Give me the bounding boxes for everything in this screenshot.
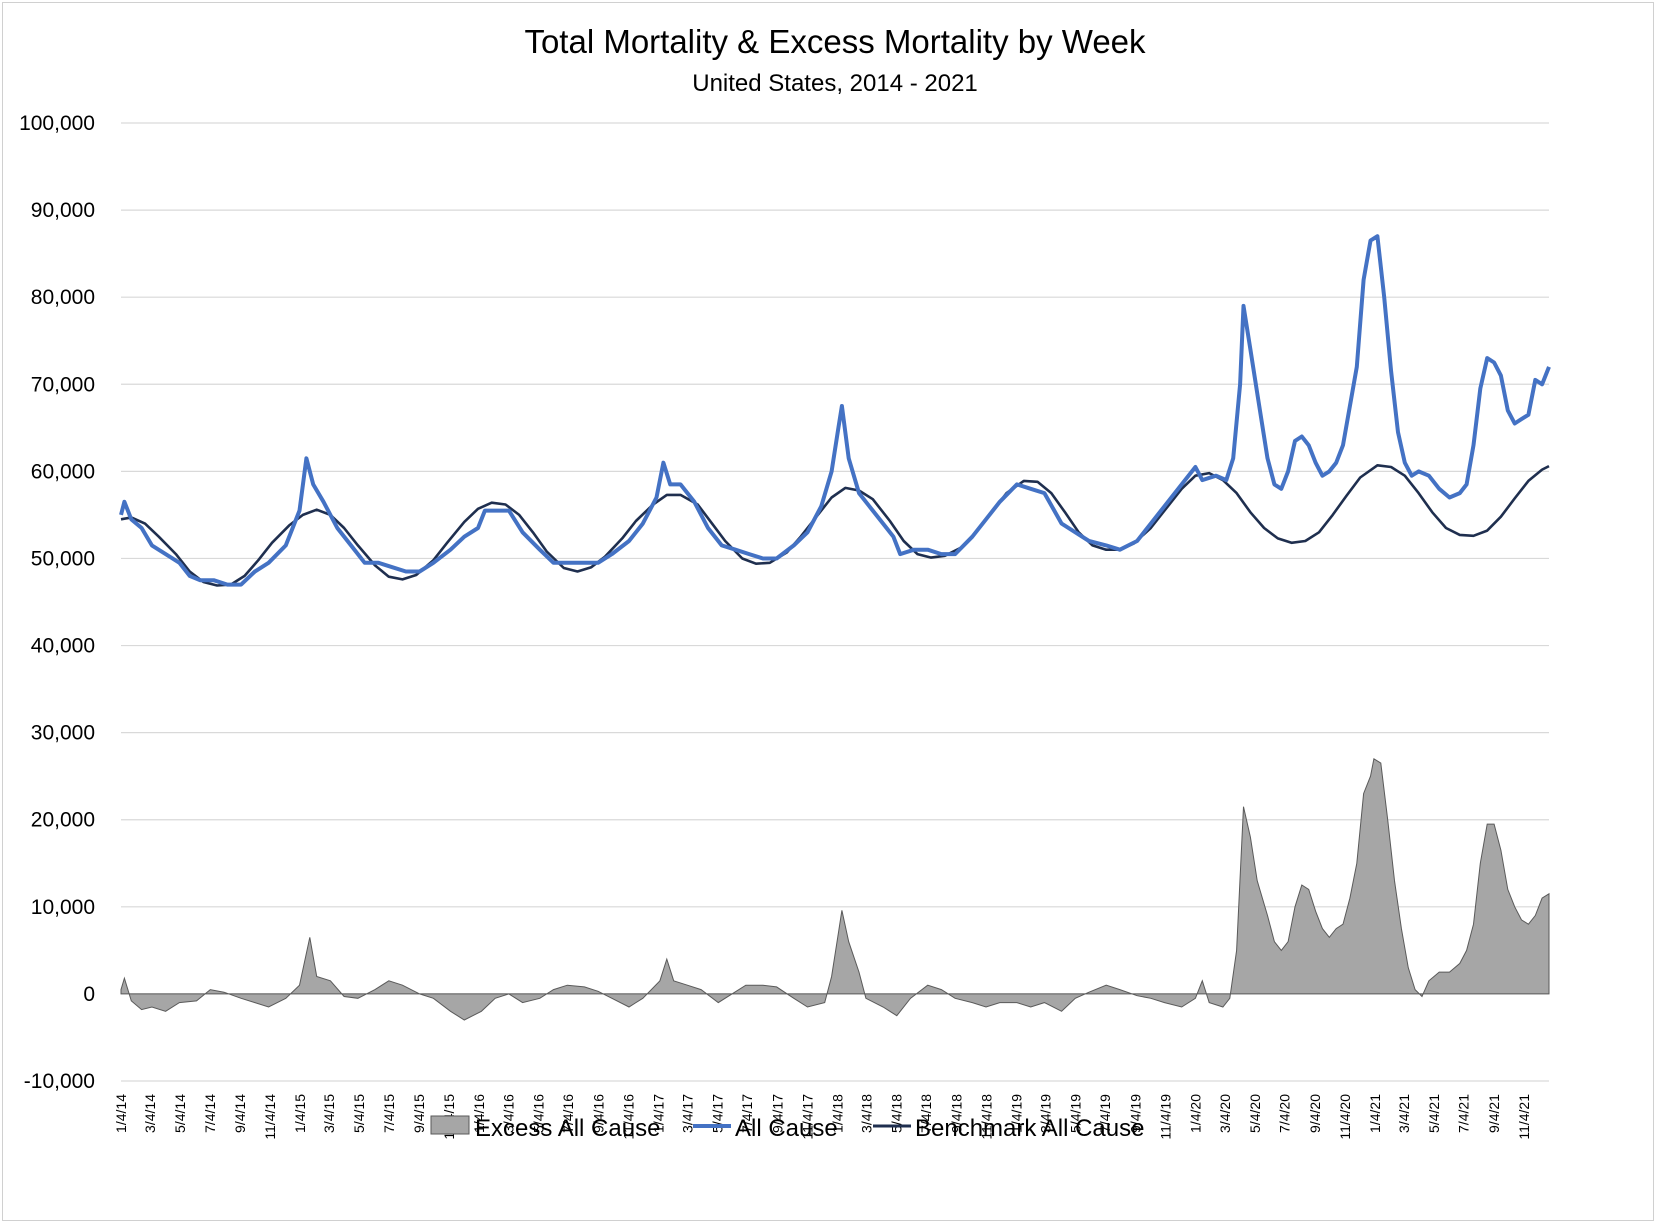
y-tick-label: 50,000 bbox=[31, 547, 95, 570]
x-tick-label: 7/4/14 bbox=[202, 1094, 218, 1133]
x-tick-label: 1/4/17 bbox=[650, 1094, 666, 1133]
y-tick-label: 0 bbox=[83, 983, 95, 1006]
x-tick-label: 11/4/14 bbox=[262, 1094, 278, 1140]
x-tick-label: 1/4/18 bbox=[829, 1094, 845, 1133]
x-tick-label: 7/4/16 bbox=[560, 1094, 576, 1133]
legend-label-excess: Excess All Cause bbox=[475, 1115, 660, 1142]
x-tick-label: 3/4/16 bbox=[500, 1094, 516, 1133]
x-tick-label: 5/4/19 bbox=[1067, 1094, 1083, 1133]
legend: Excess All Cause All Cause Benchmark All… bbox=[430, 1115, 1144, 1142]
chart-subtitle: United States, 2014 - 2021 bbox=[692, 70, 978, 97]
x-tick-label: 9/4/18 bbox=[949, 1094, 965, 1133]
x-tick-label: 1/4/15 bbox=[292, 1094, 308, 1133]
x-tick-label: 9/4/15 bbox=[411, 1094, 427, 1133]
benchmark-all-cause-line bbox=[120, 463, 1550, 587]
x-tick-label: 9/4/21 bbox=[1486, 1094, 1502, 1133]
x-tick-label: 3/4/15 bbox=[321, 1094, 337, 1133]
y-tick-label: 70,000 bbox=[31, 373, 95, 396]
x-tick-label: 5/4/15 bbox=[351, 1094, 367, 1133]
x-tick-label: 9/4/16 bbox=[591, 1094, 607, 1133]
y-tick-label: -10,000 bbox=[24, 1070, 95, 1093]
x-tick-label: 7/4/15 bbox=[381, 1094, 397, 1133]
legend-label-benchmark: Benchmark All Cause bbox=[915, 1115, 1144, 1142]
y-tick-label: 90,000 bbox=[31, 199, 95, 222]
excess-all-cause-area bbox=[120, 757, 1550, 1021]
x-tick-label: 5/4/18 bbox=[888, 1094, 904, 1133]
chart-svg: Total Mortality & Excess Mortality by We… bbox=[19, 23, 1551, 1142]
x-tick-label: 3/4/21 bbox=[1396, 1094, 1412, 1133]
x-tick-label: 7/4/17 bbox=[739, 1094, 755, 1133]
y-tick-label: 100,000 bbox=[19, 112, 95, 135]
y-tick-label: 60,000 bbox=[31, 460, 95, 483]
excess-area-layer bbox=[120, 757, 1550, 1021]
x-tick-label: 11/4/18 bbox=[979, 1094, 995, 1140]
all-cause-line bbox=[119, 234, 1551, 587]
x-tick-label: 3/4/20 bbox=[1217, 1094, 1233, 1133]
y-tick-label: 30,000 bbox=[31, 722, 95, 745]
x-tick-label: 7/4/20 bbox=[1277, 1094, 1293, 1133]
x-tick-label: 1/4/16 bbox=[471, 1094, 487, 1133]
x-tick-label: 9/4/14 bbox=[232, 1094, 248, 1133]
x-tick-label: 9/4/17 bbox=[770, 1094, 786, 1133]
x-tick-label: 9/4/19 bbox=[1128, 1094, 1144, 1133]
x-tick-label: 3/4/17 bbox=[679, 1094, 695, 1133]
y-axis-ticks: -10,000 0 10,000 20,000 30,000 40,000 50,000 60… bbox=[19, 112, 95, 1093]
legend-label-all-cause: All Cause bbox=[735, 1115, 838, 1142]
x-tick-label: 11/4/19 bbox=[1158, 1094, 1174, 1140]
x-tick-label: 1/4/21 bbox=[1367, 1094, 1383, 1133]
legend-swatch-excess bbox=[430, 1115, 470, 1135]
x-tick-label: 1/4/20 bbox=[1187, 1094, 1203, 1133]
y-tick-label: 80,000 bbox=[31, 286, 95, 309]
x-tick-label: 3/4/14 bbox=[142, 1094, 158, 1133]
x-tick-label: 5/4/17 bbox=[709, 1094, 725, 1133]
x-tick-label: 1/4/14 bbox=[113, 1094, 129, 1133]
x-axis-ticks: 1/4/14 3/4/14 5/4/14 7/4/14 9/4/14 11/4/14 1/4… bbox=[113, 1094, 1532, 1140]
x-tick-label: 3/4/18 bbox=[858, 1094, 874, 1133]
x-tick-label: 9/4/20 bbox=[1307, 1094, 1323, 1133]
x-tick-label: 11/4/20 bbox=[1337, 1094, 1353, 1140]
chart-title: Total Mortality & Excess Mortality by We… bbox=[524, 23, 1146, 60]
x-tick-label: 5/4/20 bbox=[1247, 1094, 1263, 1133]
x-tick-label: 3/4/19 bbox=[1037, 1094, 1053, 1133]
x-tick-label: 11/4/17 bbox=[800, 1094, 816, 1140]
x-tick-label: 1/4/19 bbox=[1008, 1094, 1024, 1133]
lines-layer bbox=[119, 234, 1551, 587]
x-tick-label: 7/4/21 bbox=[1456, 1094, 1472, 1133]
x-tick-label: 5/4/14 bbox=[172, 1094, 188, 1133]
y-tick-label: 20,000 bbox=[31, 809, 95, 832]
y-tick-label: 40,000 bbox=[31, 635, 95, 658]
y-tick-label: 10,000 bbox=[31, 896, 95, 919]
x-tick-label: 11/4/16 bbox=[621, 1094, 637, 1140]
x-tick-label: 5/4/16 bbox=[530, 1094, 546, 1133]
x-tick-label: 7/4/18 bbox=[918, 1094, 934, 1133]
x-tick-label: 7/4/19 bbox=[1097, 1094, 1113, 1133]
x-tick-label: 5/4/21 bbox=[1426, 1094, 1442, 1133]
x-tick-label: 11/4/21 bbox=[1516, 1094, 1532, 1140]
